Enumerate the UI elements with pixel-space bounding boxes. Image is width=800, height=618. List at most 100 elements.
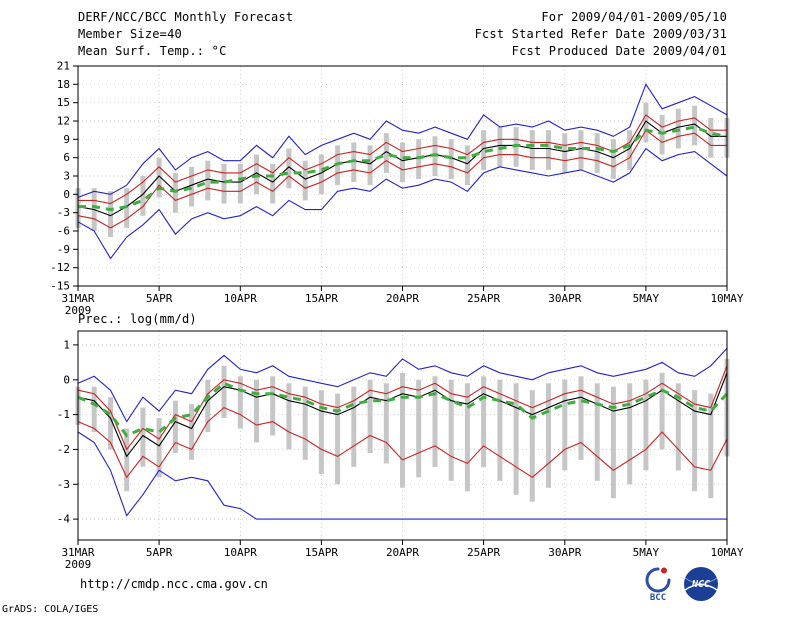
ensemble-spread-bar [189, 404, 195, 460]
ensemble-spread-bar [108, 397, 113, 450]
ensemble-spread-bar [513, 127, 519, 167]
ncc-logo: NCC [684, 567, 718, 601]
ensemble-spread-bar [270, 163, 276, 204]
refer-date: Fcst Started Refer Date 2009/03/31 [474, 27, 727, 41]
ensemble-spread-bar [335, 393, 341, 485]
ensemble-spread-bar [108, 191, 113, 238]
ensemble-spread-bar [254, 154, 259, 195]
bcc-logo: BCC [645, 567, 671, 602]
series-ensemble-mean [77, 372, 728, 458]
series-climatology [77, 381, 729, 438]
ncc-logo-text: NCC [691, 579, 710, 590]
ensemble-spread-bar [497, 127, 503, 167]
x-tick-label: 20APR [386, 292, 419, 305]
ensemble-spread-bar [416, 379, 422, 478]
series-upper-percentile [77, 365, 728, 451]
x-tick-sublabel: 2009 [65, 558, 92, 571]
y-tick-label: 3 [63, 170, 70, 183]
ensemble-spread-bar [189, 166, 195, 207]
y-tick-label: 15 [57, 96, 70, 109]
x-tick-label: 10MAY [710, 546, 743, 559]
ensemble-spread-bar [481, 376, 487, 467]
prec-chart-title: Prec.: log(mm/d) [78, 312, 197, 326]
x-tick-label: 30APR [548, 292, 581, 305]
y-tick-label: -2 [57, 443, 70, 456]
ensemble-spread-bar [221, 365, 227, 419]
ensemble-spread-bar [594, 133, 600, 173]
y-tick-label: 18 [57, 78, 70, 91]
ensemble-spread-bar [578, 130, 584, 170]
ensemble-spread-bar [610, 139, 616, 179]
ensemble-spread-bar [692, 105, 698, 146]
ensemble-spread-bar [659, 114, 665, 155]
ensemble-spread-bar [400, 142, 405, 183]
ensemble-spread-bar [546, 130, 551, 170]
ncc-logo-arc [684, 583, 718, 591]
ensemble-spread-bar [318, 390, 324, 474]
x-tick-label: 30APR [548, 546, 581, 559]
ensemble-spread-bar [205, 160, 211, 201]
ensemble-spread-bar [367, 145, 373, 186]
site-url: http://cmdp.ncc.cma.gov.cn [80, 577, 268, 591]
ensemble-spread-bar [481, 130, 487, 170]
x-tick-label: 5MAY [633, 292, 660, 305]
ensemble-spread-bar [675, 383, 681, 471]
ensemble-spread-bar [643, 102, 649, 143]
x-tick-label: 25APR [467, 546, 500, 559]
temp-chart-title: Mean Surf. Temp.: °C [78, 44, 227, 58]
ensemble-spread-bar [432, 136, 438, 176]
x-tick-label: 10APR [224, 546, 257, 559]
y-tick-label: -3 [57, 478, 70, 491]
series-upper-percentile [78, 114, 727, 205]
ensemble-spread-bar [172, 400, 178, 453]
forecast-period: For 2009/04/01-2009/05/10 [541, 10, 727, 24]
ensemble-spread-bar [562, 379, 568, 471]
ensemble-spread-bar [659, 372, 665, 450]
y-tick-label: -4 [57, 513, 71, 526]
ensemble-spread-bar [627, 383, 633, 485]
ensemble-spread-bar [140, 176, 146, 216]
series-ensemble-max [77, 348, 728, 423]
x-tick-label: 10MAY [710, 292, 743, 305]
y-tick-label: -3 [57, 206, 70, 219]
series-ensemble-min [77, 431, 727, 520]
ensemble-spread-bar [610, 386, 616, 499]
ncc-logo-arc2 [684, 577, 718, 584]
x-tick-sublabel: 2009 [65, 304, 92, 317]
y-tick-label: -6 [57, 225, 70, 238]
y-tick-label: -15 [50, 280, 70, 293]
bcc-logo-dot [661, 567, 667, 574]
ensemble-spread-bar [351, 142, 357, 183]
y-tick-label: -1 [57, 408, 70, 421]
x-tick-label: 5APR [146, 546, 173, 559]
bcc-logo-swirl [645, 567, 671, 593]
y-tick-label: 0 [63, 373, 70, 386]
y-tick-label: -12 [50, 261, 70, 274]
x-tick-label: 20APR [386, 546, 419, 559]
ensemble-spread-bar [302, 160, 308, 201]
ensemble-spread-bar [448, 379, 454, 481]
ensemble-spread-bar [156, 157, 162, 198]
y-tick-label: 0 [63, 188, 70, 201]
ensemble-spread-bar [286, 383, 292, 450]
ensemble-spread-bar [318, 154, 324, 195]
ensemble-spread-bar [383, 133, 389, 173]
member-size: Member Size=40 [78, 27, 182, 41]
ensemble-spread-bar [529, 130, 535, 170]
ensemble-spread-bar [156, 418, 162, 478]
ensemble-spread-bar [432, 376, 438, 467]
x-tick-label: 5APR [146, 292, 173, 305]
ensemble-spread-bar [140, 407, 146, 467]
y-tick-label: 6 [63, 151, 70, 164]
ensemble-spread-bar [464, 145, 470, 186]
series-ensemble-min [77, 147, 728, 260]
y-tick-label: 9 [63, 133, 70, 146]
ensemble-spread-bar [205, 379, 211, 433]
x-tick-label: 15APR [305, 292, 338, 305]
ensemble-spread-bar [643, 379, 649, 471]
x-tick-label: 15APR [305, 546, 338, 559]
ensemble-spread-bar [708, 117, 714, 158]
ensemble-spread-bar [546, 383, 551, 488]
ensemble-spread-bar [400, 372, 405, 488]
